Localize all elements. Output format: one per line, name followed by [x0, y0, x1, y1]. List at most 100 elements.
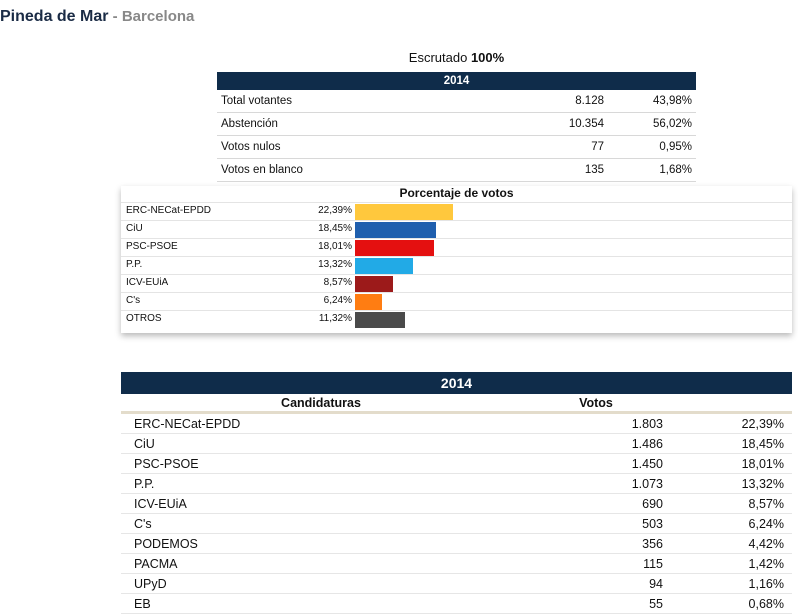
summary-count: 8.128	[525, 90, 608, 113]
vote-count: 115	[521, 553, 671, 574]
party-name: PSC-PSOE	[121, 453, 521, 474]
scrutiny-value: 100%	[470, 50, 505, 65]
table-row: ERC-NECat-EPDD 1.803 22,39%	[121, 412, 792, 434]
table-row: CiU 1.486 18,45%	[121, 433, 792, 454]
chart-bar	[355, 276, 393, 292]
party-name: ICV-EUiA	[121, 493, 521, 514]
chart-value-label: 18,01%	[318, 241, 352, 252]
table-row: PACMA 115 1,42%	[121, 553, 792, 574]
chart-row: ICV-EUiA 8,57%	[121, 274, 792, 293]
summary-label: Votos nulos	[217, 135, 525, 159]
table-row: PODEMOS 356 4,42%	[121, 533, 792, 554]
vote-count: 55	[521, 593, 671, 614]
chart-value-label: 13,32%	[318, 259, 352, 270]
chart-category-label: ICV-EUiA	[126, 277, 169, 288]
party-name: PODEMOS	[121, 533, 521, 554]
vote-pct: 18,01%	[671, 453, 792, 474]
table-row: PSC-PSOE 1.450 18,01%	[121, 453, 792, 474]
vote-pct: 8,57%	[671, 493, 792, 514]
chart-value-label: 8,57%	[323, 277, 352, 288]
scrutiny-label: Escrutado	[408, 50, 471, 65]
party-name: C's	[121, 513, 521, 534]
scrutiny-status: Escrutado 100%	[217, 50, 696, 65]
vote-percentage-chart: Porcentaje de votos ERC-NECat-EPDD 22,39%…	[121, 186, 792, 333]
chart-category-label: PSC-PSOE	[126, 241, 178, 252]
summary-count: 10.354	[525, 112, 608, 136]
column-header-pct	[671, 394, 792, 414]
province-name: Barcelona	[121, 8, 195, 25]
vote-pct: 0,68%	[671, 593, 792, 614]
municipality-name: Pineda de Mar	[0, 8, 109, 25]
results-year-header: 2014	[121, 372, 792, 394]
party-name: ERC-NECat-EPDD	[121, 412, 521, 434]
summary-count: 135	[525, 158, 608, 182]
vote-pct: 4,42%	[671, 533, 792, 554]
summary-count: 77	[525, 135, 608, 159]
party-name: CiU	[121, 433, 521, 454]
chart-bar	[355, 204, 454, 220]
table-row: ICV-EUiA 690 8,57%	[121, 493, 792, 514]
results-table: 2014 Candidaturas Votos ERC-NECat-EPDD 1.…	[121, 372, 792, 614]
chart-row: P.P. 13,32%	[121, 256, 792, 275]
results-body: ERC-NECat-EPDD 1.803 22,39% CiU 1.486 18,45% P…	[121, 412, 792, 614]
chart-row: ERC-NECat-EPDD 22,39%	[121, 202, 792, 221]
chart-bar	[355, 222, 436, 238]
summary-label: Votos en blanco	[217, 158, 525, 182]
party-name: PACMA	[121, 553, 521, 574]
table-row: C's 503 6,24%	[121, 513, 792, 534]
chart-row: PSC-PSOE 18,01%	[121, 238, 792, 257]
summary-row-turnout: Total votantes 8.128 43,98%	[217, 90, 696, 113]
chart-value-label: 11,32%	[318, 313, 352, 324]
chart-category-label: ERC-NECat-EPDD	[126, 205, 212, 216]
party-name: EB	[121, 593, 521, 614]
vote-pct: 1,16%	[671, 573, 792, 594]
summary-row-abstention: Abstención 10.354 56,02%	[217, 112, 696, 136]
summary-pct: 0,95%	[608, 135, 696, 159]
chart-value-label: 22,39%	[318, 205, 352, 216]
chart-row: CiU 18,45%	[121, 220, 792, 239]
chart-row: OTROS 11,32%	[121, 310, 792, 329]
chart-category-label: CiU	[126, 223, 143, 234]
column-header-votos: Votos	[521, 394, 671, 414]
table-row: UPyD 94 1,16%	[121, 573, 792, 594]
chart-category-label: C's	[126, 295, 141, 306]
summary-label: Abstención	[217, 112, 525, 136]
vote-count: 503	[521, 513, 671, 534]
vote-count: 690	[521, 493, 671, 514]
vote-pct: 18,45%	[671, 433, 792, 454]
chart-category-label: OTROS	[126, 313, 162, 324]
summary-pct: 56,02%	[608, 112, 696, 136]
summary-pct: 1,68%	[608, 158, 696, 182]
vote-count: 356	[521, 533, 671, 554]
chart-row: C's 6,24%	[121, 292, 792, 311]
party-name: UPyD	[121, 573, 521, 594]
vote-count: 1.450	[521, 453, 671, 474]
vote-count: 94	[521, 573, 671, 594]
table-row: P.P. 1.073 13,32%	[121, 473, 792, 494]
vote-pct: 1,42%	[671, 553, 792, 574]
chart-bar	[355, 240, 434, 256]
party-name: P.P.	[121, 473, 521, 494]
summary-row-blank-votes: Votos en blanco 135 1,68%	[217, 158, 696, 182]
vote-count: 1.486	[521, 433, 671, 454]
vote-pct: 13,32%	[671, 473, 792, 494]
summary-label: Total votantes	[217, 90, 525, 113]
vote-count: 1.073	[521, 473, 671, 494]
vote-count: 1.803	[521, 412, 671, 434]
summary-pct: 43,98%	[608, 90, 696, 113]
chart-bar	[355, 294, 383, 310]
chart-value-label: 6,24%	[323, 295, 352, 306]
chart-category-label: P.P.	[126, 259, 143, 270]
page-title: Pineda de Mar - Barcelona	[0, 8, 194, 26]
summary-table: 2014 Total votantes 8.128 43,98% Abstenc…	[217, 72, 696, 182]
chart-bar	[355, 258, 414, 274]
column-header-candidaturas: Candidaturas	[121, 394, 521, 414]
vote-pct: 6,24%	[671, 513, 792, 534]
table-row: EB 55 0,68%	[121, 593, 792, 614]
vote-pct: 22,39%	[671, 412, 792, 434]
chart-value-label: 18,45%	[318, 223, 352, 234]
summary-year-header: 2014	[217, 72, 696, 90]
title-separator: -	[108, 8, 122, 25]
summary-row-null-votes: Votos nulos 77 0,95%	[217, 135, 696, 159]
chart-title: Porcentaje de votos	[399, 186, 514, 200]
